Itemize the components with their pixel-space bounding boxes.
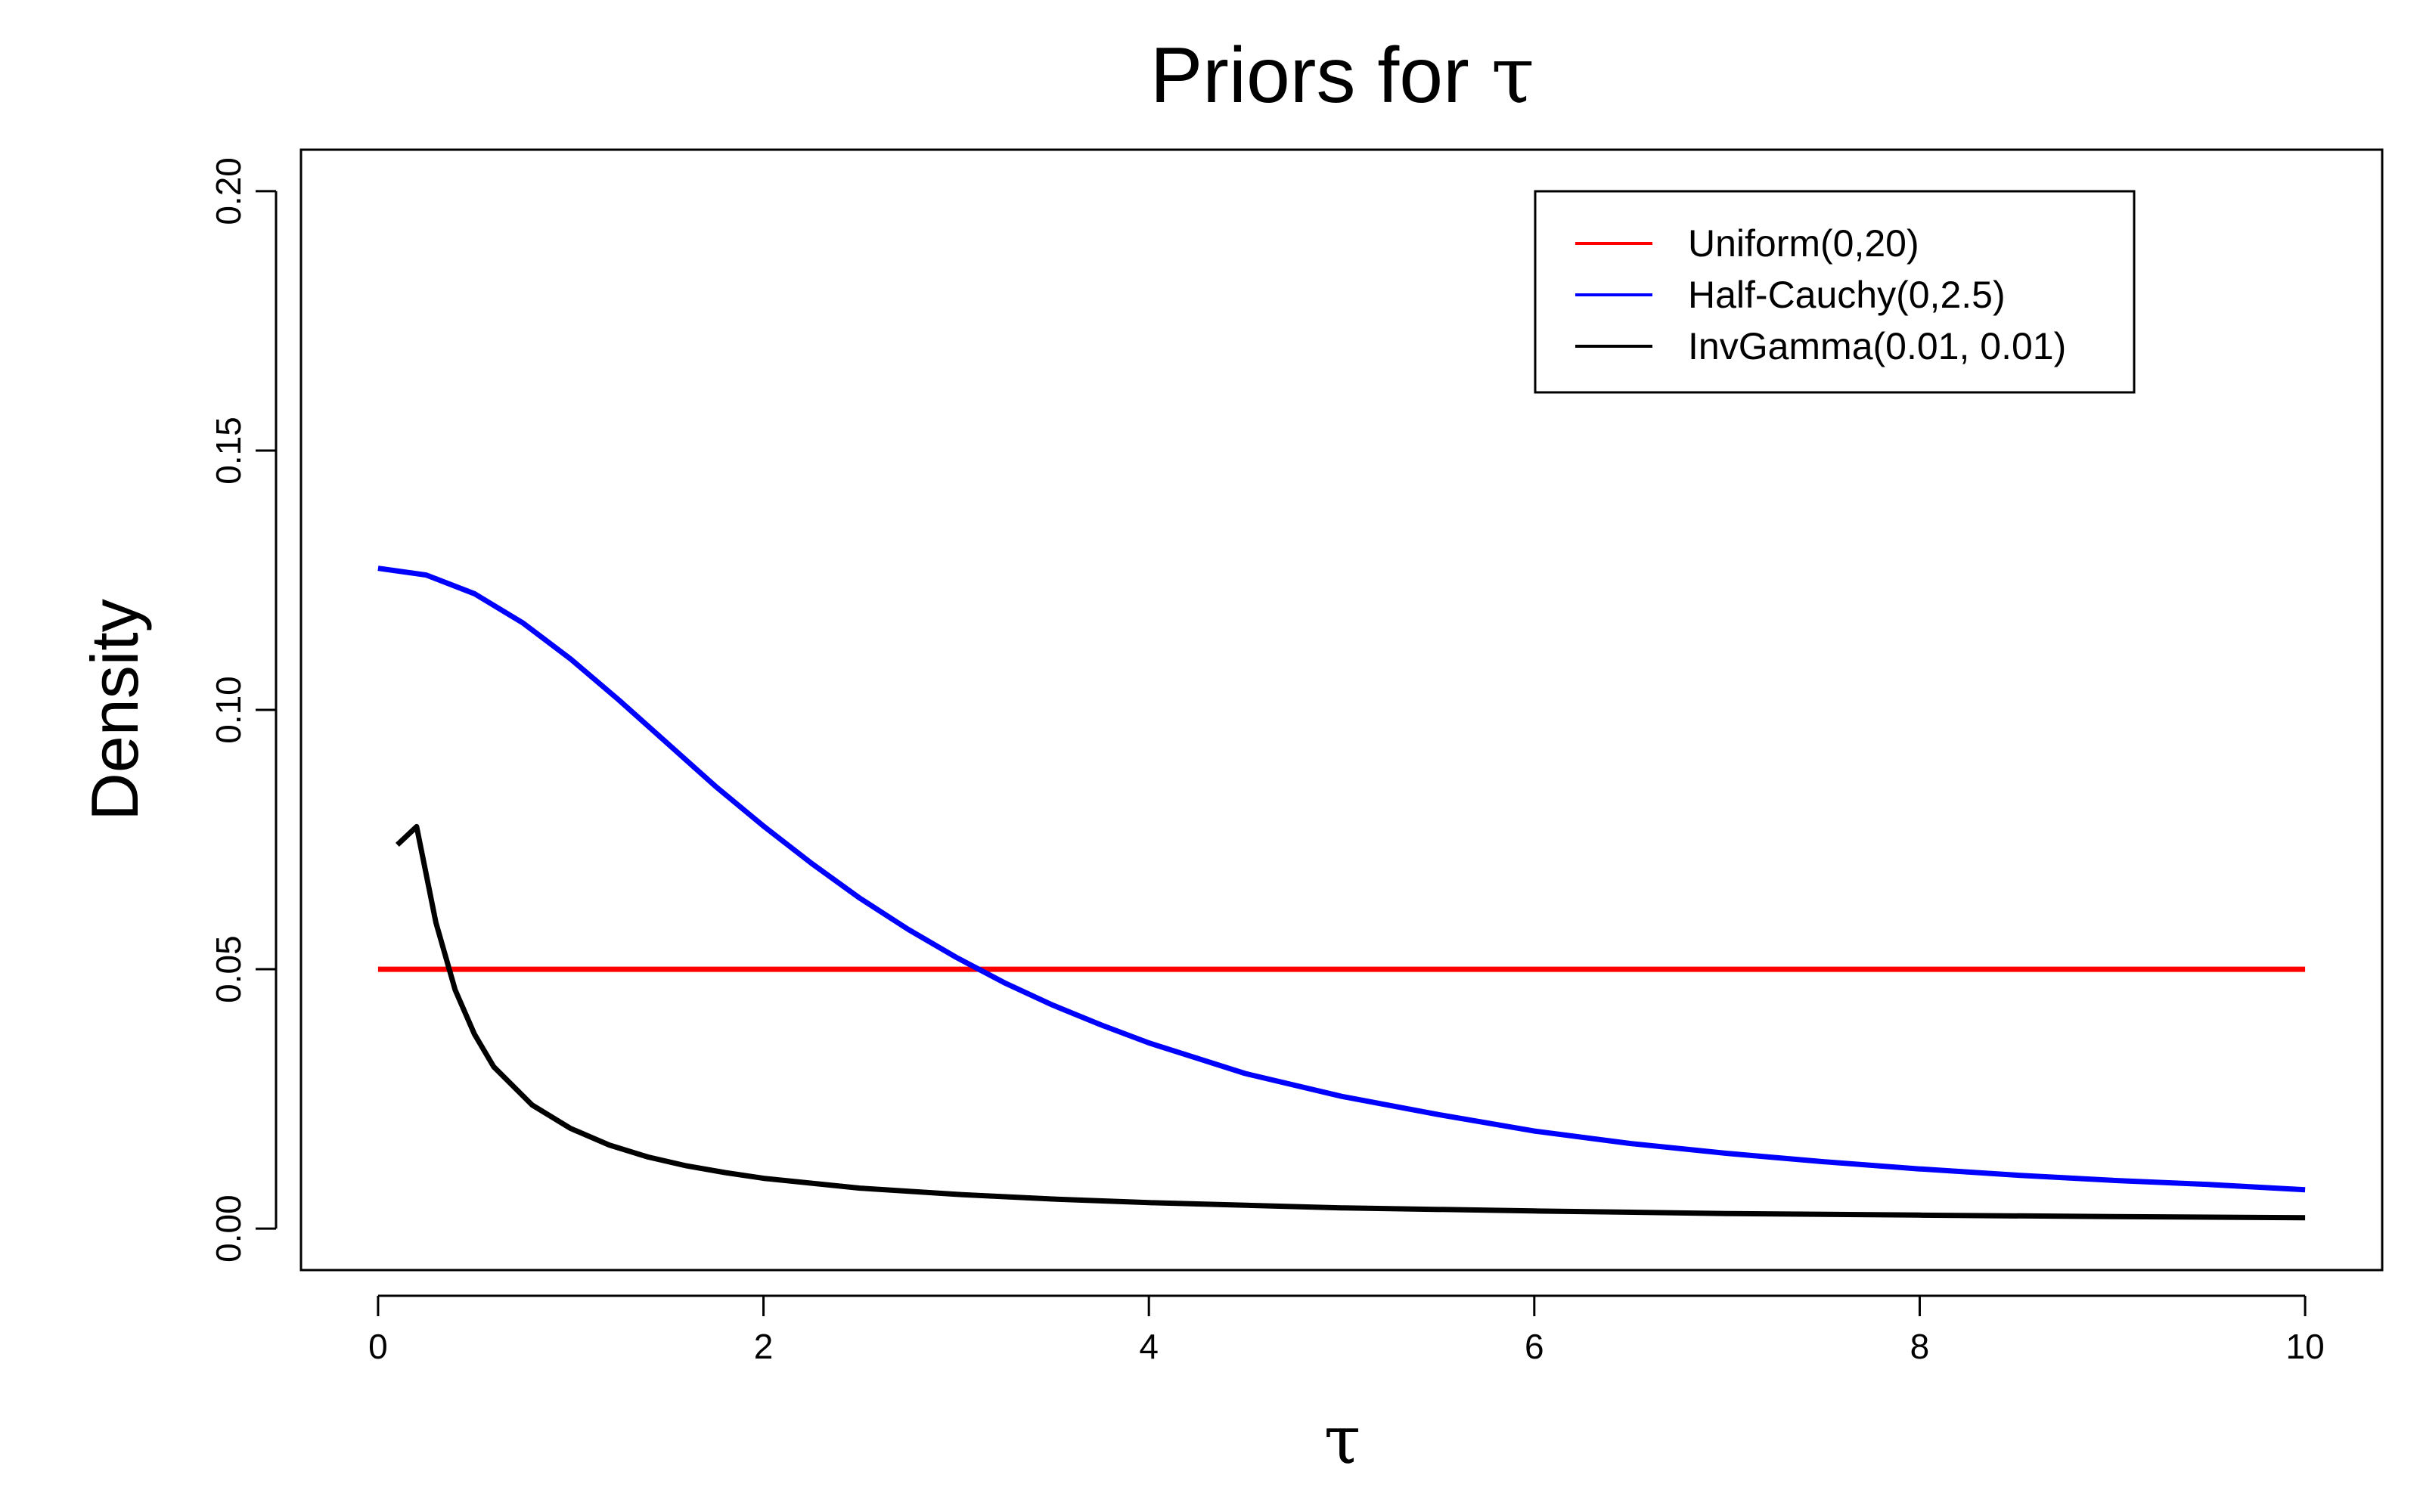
chart-title: Priors for τ	[1150, 29, 1534, 121]
chart-title-symbol: τ	[1491, 29, 1535, 121]
x-tick-label: 10	[2285, 1327, 2324, 1366]
y-axis: 0.00 0.05 0.10 0.15 0.20	[209, 157, 278, 1263]
y-tick-label: 0.05	[209, 935, 248, 1003]
x-tick-label: 6	[1525, 1327, 1544, 1366]
legend-label: Uniform(0,20)	[1688, 222, 1919, 265]
plot-frame	[299, 148, 2384, 1272]
y-tick-label: 0.10	[209, 676, 248, 744]
series-line-invgamma-0-01-0-01	[396, 823, 2306, 1221]
x-tick-label: 2	[754, 1327, 774, 1366]
x-axis-title: τ	[1324, 1401, 1361, 1479]
x-axis: 0 2 4 6 8 10	[368, 1294, 2325, 1366]
y-tick-label: 0.00	[209, 1194, 248, 1263]
y-axis-title: Density	[77, 599, 152, 820]
x-tick-label: 4	[1139, 1327, 1159, 1366]
chart-title-text: Priors for	[1150, 32, 1491, 119]
x-tick-label: 0	[368, 1327, 388, 1366]
series-line-half-cauchy-0-2-5	[377, 565, 2306, 1193]
y-tick-label: 0.15	[209, 417, 248, 485]
legend: Uniform(0,20) Half-Cauchy(0,2.5) InvGamma(…	[1534, 190, 2136, 394]
legend-label: Half-Cauchy(0,2.5)	[1688, 274, 2006, 316]
y-tick-label: 0.20	[209, 157, 248, 225]
legend-box	[1534, 190, 2136, 394]
x-tick-label: 8	[1910, 1327, 1930, 1366]
series-layer	[377, 565, 2306, 1221]
legend-label: InvGamma(0.01, 0.01)	[1688, 325, 2066, 367]
